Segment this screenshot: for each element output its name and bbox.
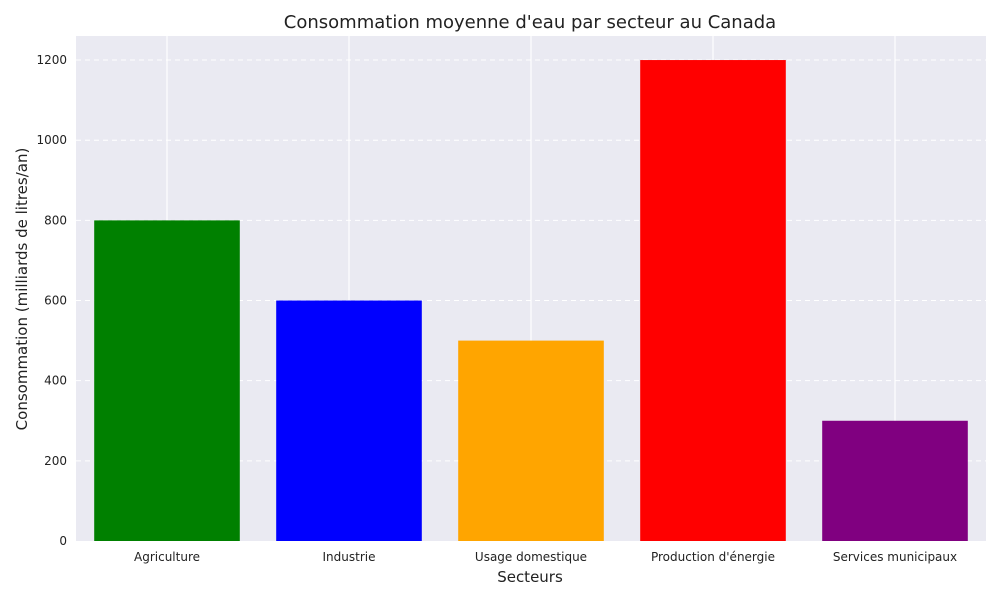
y-tick-label: 1200	[36, 53, 67, 67]
y-tick-label: 400	[44, 374, 67, 388]
y-tick-label: 600	[44, 294, 67, 308]
y-tick-label: 200	[44, 454, 67, 468]
x-tick-label: Agriculture	[134, 550, 200, 564]
y-tick-label: 0	[59, 534, 67, 548]
bar	[822, 420, 968, 541]
bars	[94, 60, 968, 542]
bar	[458, 340, 604, 541]
chart-title: Consommation moyenne d'eau par secteur a…	[284, 12, 776, 33]
x-tick-label: Services municipaux	[833, 550, 957, 564]
x-tick-labels: Agriculture Industrie Usage domestique Prod…	[134, 550, 957, 564]
y-tick-label: 800	[44, 213, 67, 227]
bar	[94, 220, 240, 541]
y-tick-label: 1000	[36, 133, 67, 147]
y-tick-labels: 0 200 400 600 800 1000 1200	[36, 53, 67, 548]
bar	[640, 60, 786, 542]
bar	[276, 300, 422, 541]
x-tick-label: Production d'énergie	[651, 550, 775, 564]
x-tick-label: Usage domestique	[475, 550, 587, 564]
y-axis-label: Consommation (milliards de litres/an)	[13, 148, 31, 431]
x-axis-label: Secteurs	[497, 568, 563, 586]
x-tick-label: Industrie	[323, 550, 376, 564]
